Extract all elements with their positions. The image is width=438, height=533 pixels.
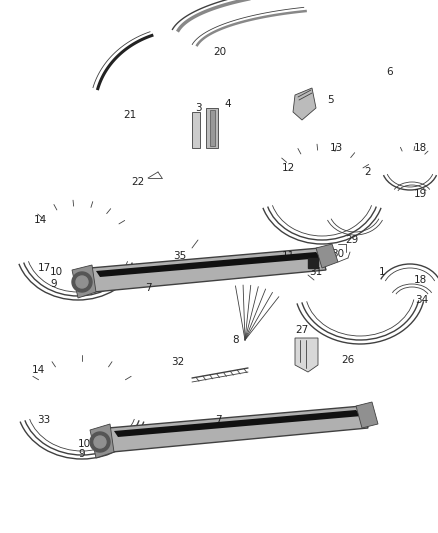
Polygon shape <box>96 252 322 277</box>
Polygon shape <box>206 108 218 148</box>
Circle shape <box>94 436 106 448</box>
Text: 6: 6 <box>387 67 393 77</box>
Text: 11: 11 <box>281 251 295 261</box>
Polygon shape <box>356 402 378 428</box>
Text: 21: 21 <box>124 110 137 120</box>
Text: 18: 18 <box>413 275 427 285</box>
Polygon shape <box>316 244 338 268</box>
Polygon shape <box>293 88 316 120</box>
Circle shape <box>72 272 92 292</box>
Text: 5: 5 <box>327 95 333 105</box>
Text: 34: 34 <box>415 295 429 305</box>
Polygon shape <box>210 110 215 146</box>
Text: 30: 30 <box>332 249 345 259</box>
Text: 20: 20 <box>213 47 226 57</box>
Text: 27: 27 <box>295 325 309 335</box>
Text: 3: 3 <box>194 103 201 113</box>
Text: 32: 32 <box>171 357 185 367</box>
Text: 33: 33 <box>37 415 51 425</box>
Text: 7: 7 <box>145 283 151 293</box>
Text: 26: 26 <box>341 355 355 365</box>
Text: 18: 18 <box>413 143 427 153</box>
Text: 4: 4 <box>225 99 231 109</box>
Circle shape <box>76 276 88 288</box>
Polygon shape <box>192 112 200 148</box>
Text: 9: 9 <box>51 279 57 289</box>
Polygon shape <box>114 410 362 437</box>
Text: 31: 31 <box>309 267 323 277</box>
Text: 22: 22 <box>131 177 145 187</box>
Text: 29: 29 <box>346 235 359 245</box>
Polygon shape <box>108 406 368 452</box>
Polygon shape <box>295 338 318 372</box>
Text: 14: 14 <box>32 365 45 375</box>
Text: 10: 10 <box>49 267 63 277</box>
Text: 7: 7 <box>215 415 221 425</box>
Text: 9: 9 <box>79 449 85 459</box>
Text: 13: 13 <box>329 143 343 153</box>
Text: 17: 17 <box>37 263 51 273</box>
Text: 8: 8 <box>233 335 239 345</box>
Polygon shape <box>90 248 326 292</box>
Bar <box>308 258 318 268</box>
Text: 14: 14 <box>33 215 46 225</box>
Text: 19: 19 <box>413 189 427 199</box>
Text: 1: 1 <box>379 267 385 277</box>
Text: 10: 10 <box>78 439 91 449</box>
Polygon shape <box>90 424 114 458</box>
Text: 12: 12 <box>281 163 295 173</box>
Text: 35: 35 <box>173 251 187 261</box>
Polygon shape <box>72 265 96 298</box>
Text: 2: 2 <box>365 167 371 177</box>
Circle shape <box>90 432 110 452</box>
